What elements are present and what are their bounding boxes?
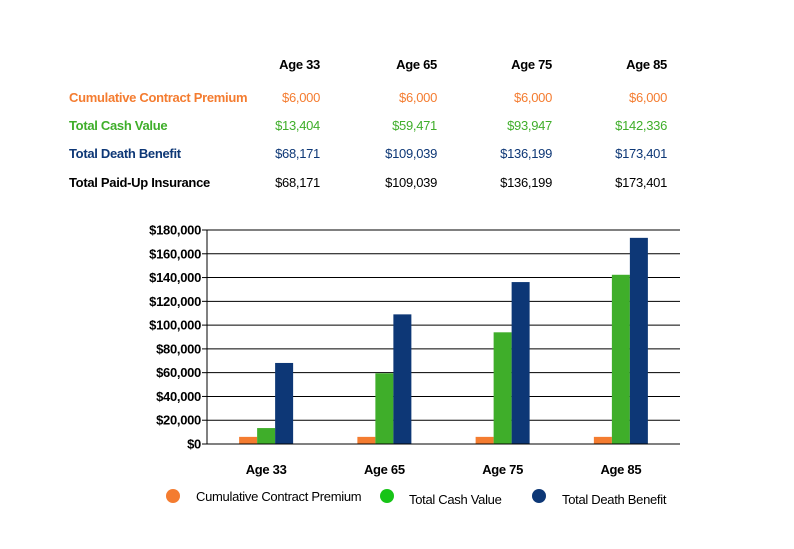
y-tick-label: $40,000	[156, 389, 201, 404]
row-label-premium: Cumulative Contract Premium	[69, 90, 248, 105]
legend-label-death-benefit: Total Death Benefit	[562, 492, 667, 507]
legend-marker-cash-value	[380, 489, 394, 503]
y-tick-label: $140,000	[149, 270, 201, 285]
paid-up-age-65: $109,039	[385, 175, 437, 190]
bar-total-cash-value-age-65	[375, 373, 394, 444]
cash-value-age-75: $93,947	[507, 118, 552, 133]
y-tick-label: $20,000	[156, 413, 201, 428]
death-benefit-age-33: $68,171	[275, 146, 320, 161]
column-header-age-33: Age 33	[279, 57, 320, 72]
legend-label-premium: Cumulative Contract Premium	[196, 489, 362, 504]
paid-up-age-33: $68,171	[275, 175, 320, 190]
premium-age-65: $6,000	[399, 90, 437, 105]
column-header-age-85: Age 85	[626, 57, 667, 72]
y-tick-label: $180,000	[149, 223, 201, 238]
bar-total-death-benefit-age-75	[511, 282, 530, 444]
bar-cumulative-contract-premium-age-75	[475, 436, 494, 444]
death-benefit-age-65: $109,039	[385, 146, 437, 161]
row-label-cash-value: Total Cash Value	[69, 118, 168, 133]
bar-total-cash-value-age-85	[611, 274, 630, 444]
premium-age-33: $6,000	[282, 90, 320, 105]
y-tick-label: $120,000	[149, 294, 201, 309]
bar-total-cash-value-age-75	[493, 332, 512, 444]
death-benefit-age-85: $173,401	[615, 146, 667, 161]
cash-value-age-65: $59,471	[392, 118, 437, 133]
x-tick-label-age-65: Age 65	[364, 462, 405, 477]
row-label-paid-up: Total Paid-Up Insurance	[69, 175, 210, 190]
y-tick-label: $80,000	[156, 341, 201, 356]
y-tick-label: $160,000	[149, 246, 201, 261]
bar-cumulative-contract-premium-age-65	[357, 436, 376, 444]
paid-up-age-75: $136,199	[500, 175, 552, 190]
cash-value-age-85: $142,336	[615, 118, 667, 133]
bar-cumulative-contract-premium-age-33	[239, 436, 258, 444]
column-header-age-65: Age 65	[396, 57, 437, 72]
legend-marker-premium	[166, 489, 180, 503]
x-tick-label-age-85: Age 85	[600, 462, 641, 477]
bar-total-death-benefit-age-85	[629, 237, 648, 444]
x-tick-label-age-33: Age 33	[246, 462, 287, 477]
column-header-age-75: Age 75	[511, 57, 552, 72]
bar-total-death-benefit-age-65	[393, 314, 412, 444]
bar-cumulative-contract-premium-age-85	[593, 436, 612, 444]
y-tick-label: $100,000	[149, 318, 201, 333]
values-table: Age 33 Age 65 Age 75 Age 85 Cumulative C…	[0, 0, 794, 200]
bar-total-death-benefit-age-33	[275, 362, 294, 444]
premium-age-75: $6,000	[514, 90, 552, 105]
y-tick-label: $60,000	[156, 365, 201, 380]
bar-total-cash-value-age-33	[257, 428, 276, 444]
legend-label-cash-value: Total Cash Value	[409, 492, 502, 507]
paid-up-age-85: $173,401	[615, 175, 667, 190]
row-label-death-benefit: Total Death Benefit	[69, 146, 181, 161]
death-benefit-age-75: $136,199	[500, 146, 552, 161]
y-tick-label: $0	[187, 437, 201, 452]
cash-value-age-33: $13,404	[275, 118, 320, 133]
premium-age-85: $6,000	[629, 90, 667, 105]
legend-marker-death-benefit	[532, 489, 546, 503]
x-tick-label-age-75: Age 75	[482, 462, 523, 477]
